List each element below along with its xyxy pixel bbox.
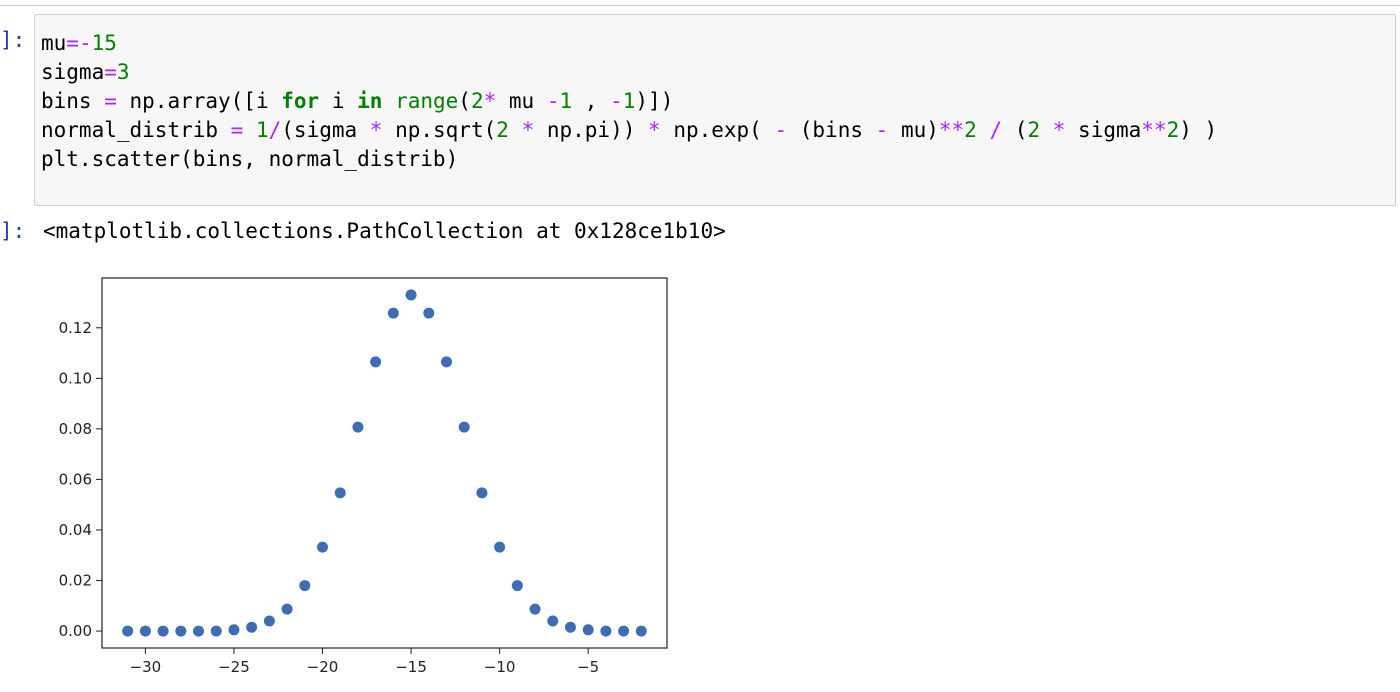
data-point — [370, 356, 382, 368]
y-tick-label: 0.06 — [59, 470, 92, 488]
y-tick-label: 0.00 — [59, 622, 92, 640]
data-point — [582, 624, 594, 636]
input-prompt: ]: — [0, 28, 26, 52]
data-point — [600, 625, 612, 637]
scatter-plot: −30 −25 −20 −15 −10 −5 0.00 0.02 0.04 0.06 0.08 0.1… — [59, 277, 668, 676]
data-point — [299, 580, 311, 592]
data-point — [547, 615, 559, 627]
data-point — [193, 625, 205, 637]
code-line-2: sigma=3 — [41, 60, 130, 84]
data-point — [387, 307, 399, 319]
x-tick-label: −10 — [484, 658, 516, 676]
data-point — [175, 625, 187, 637]
x-tick-label: −5 — [577, 658, 599, 676]
data-point — [476, 487, 488, 499]
data-point — [352, 421, 364, 433]
data-point — [210, 625, 222, 637]
output-repr-text: <matplotlib.collections.PathCollection a… — [43, 219, 726, 243]
y-tick-label: 0.04 — [59, 521, 92, 539]
x-tick-label: −30 — [130, 658, 162, 676]
x-tick-label: −20 — [307, 658, 339, 676]
data-point — [423, 307, 435, 319]
data-point — [281, 603, 293, 615]
output-prompt: ]: — [0, 219, 26, 243]
data-point — [334, 487, 346, 499]
x-tick-label: −15 — [395, 658, 427, 676]
data-point — [246, 621, 258, 633]
data-point — [139, 625, 151, 637]
data-point — [228, 624, 240, 636]
code-line-1: mu=-15 — [41, 31, 117, 55]
y-tick-label: 0.02 — [59, 572, 92, 590]
data-point — [511, 580, 523, 592]
data-point — [618, 625, 630, 637]
data-point — [440, 356, 452, 368]
code-line-4: normal_distrib = 1/(sigma * np.sqrt(2 * … — [41, 118, 1218, 142]
y-tick-label: 0.12 — [59, 319, 92, 337]
data-point — [564, 621, 576, 633]
notebook-top-border — [0, 5, 1400, 6]
data-point — [157, 625, 169, 637]
y-tick-label: 0.10 — [59, 369, 92, 387]
code-editor[interactable]: mu=-15 sigma=3 bins = np.array([i for i … — [41, 29, 1217, 174]
data-point — [494, 541, 506, 553]
data-point — [635, 625, 647, 637]
plot-frame — [101, 277, 668, 649]
code-line-5: plt.scatter(bins, normal_distrib) — [41, 147, 459, 171]
data-point — [405, 289, 417, 301]
data-point — [122, 625, 134, 637]
code-cell[interactable]: mu=-15 sigma=3 bins = np.array([i for i … — [34, 14, 1396, 206]
data-point — [263, 615, 275, 627]
y-tick-label: 0.08 — [59, 420, 92, 438]
data-point — [458, 421, 470, 433]
data-point — [529, 603, 541, 615]
data-point — [317, 541, 329, 553]
x-tick-label: −25 — [218, 658, 250, 676]
code-line-3: bins = np.array([i for i in range(2* mu … — [41, 89, 674, 113]
